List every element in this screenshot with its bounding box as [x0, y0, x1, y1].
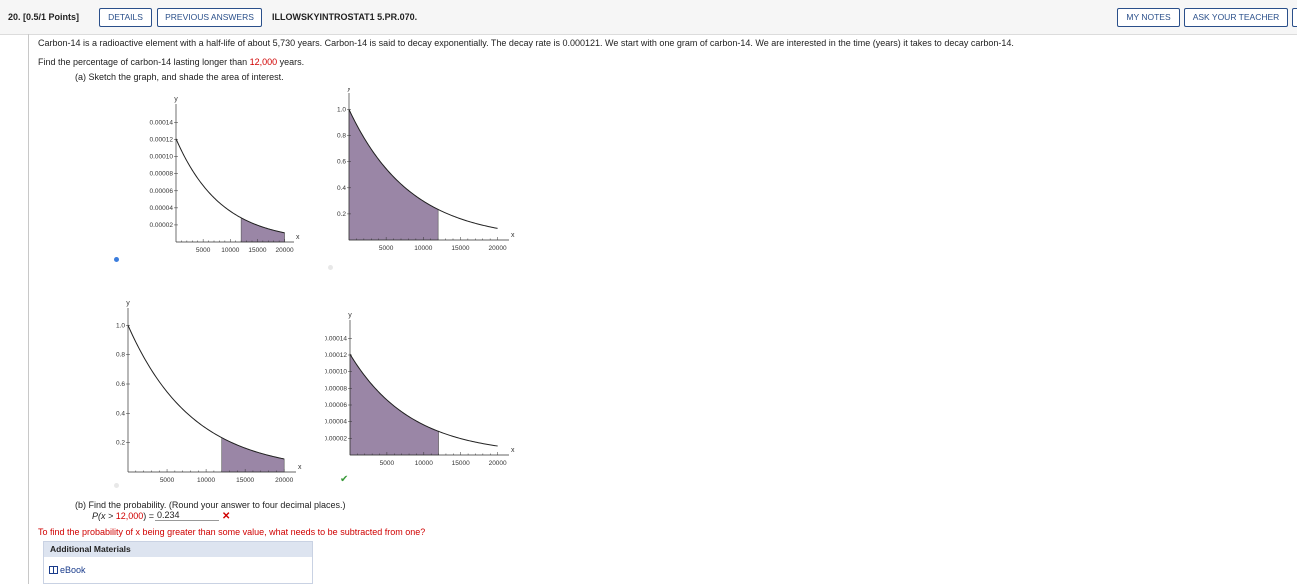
incorrect-x-icon: ✕	[222, 511, 231, 522]
problem-code: ILLOWSKYINTROSTAT1 5.PR.070.	[272, 12, 418, 22]
x-tick-label: 15000	[451, 245, 469, 252]
graph-option-1[interactable]: 5000 10000 15000 20000 x y 0.00014 0.00012 0.000…	[112, 90, 312, 275]
my-notes-button[interactable]: MY NOTES	[1117, 8, 1180, 27]
y-tick-label: 0.8	[116, 352, 125, 359]
y-tick-label: 0.00002	[325, 435, 347, 442]
x-tick-label: 5000	[380, 460, 395, 467]
radio-option-3[interactable]	[114, 483, 119, 488]
ebook-link[interactable]: eBook	[49, 565, 86, 575]
y-tick-label: 0.00012	[325, 352, 347, 359]
probability-expression: P(x > 12,000) =	[92, 511, 155, 521]
y-tick-label: 0.00002	[150, 222, 174, 229]
y-tick-label: 0.6	[337, 159, 346, 166]
feedback-hint: To find the probability of x being great…	[38, 527, 426, 537]
x-tick-label: 20000	[489, 245, 507, 252]
question-header: 20. [0.5/1 Points] DETAILS PREVIOUS ANSW…	[0, 0, 1297, 35]
x-tick-label: 5000	[196, 247, 211, 254]
part-b-prompt: (b) Find the probability. (Round your an…	[75, 500, 346, 510]
graph-option-2[interactable]: 5000 10000 15000 20000 x y 1.0 0.8 0.6 0.4 0.2	[325, 85, 525, 273]
y-tick-label: 0.00010	[325, 369, 347, 376]
x-tick-label: 20000	[489, 460, 507, 467]
overflow-button[interactable]	[1292, 8, 1297, 27]
y-tick-label: 0.00008	[325, 385, 347, 392]
correct-check-icon: ✔	[340, 474, 349, 485]
x-tick-label: 5000	[160, 477, 175, 484]
y-tick-label: 0.00006	[150, 188, 174, 195]
left-rule	[28, 34, 29, 584]
details-button[interactable]: DETAILS	[99, 8, 152, 27]
shaded-area	[349, 353, 439, 456]
y-tick-label: 0.6	[116, 381, 125, 388]
exponential-graph-svg: 5000 10000 15000 20000 x y 1.0 0.8 0.6 0.4 0.2	[337, 85, 515, 252]
exponential-graph-svg: 5000 10000 15000 20000 x y 1.0 0.8 0.6 0.4 0.2	[116, 300, 302, 484]
part-a-prompt: (a) Sketch the graph, and shade the area…	[75, 72, 284, 82]
y-tick-label: 1.0	[116, 322, 125, 329]
previous-answers-button[interactable]: PREVIOUS ANSWERS	[157, 8, 262, 27]
x-tick-label: 10000	[415, 460, 433, 467]
decay-curve	[175, 138, 285, 234]
x-tick-label: 10000	[221, 247, 239, 254]
y-tick-label: 0.2	[337, 211, 346, 218]
y-tick-label: 0.8	[337, 133, 346, 140]
x-tick-label: 15000	[236, 477, 254, 484]
y-tick-label: 0.00004	[325, 419, 347, 426]
radio-option-2[interactable]	[328, 265, 333, 270]
ask-your-teacher-button[interactable]: ASK YOUR TEACHER	[1184, 8, 1288, 27]
y-axis-label: y	[126, 300, 130, 307]
x-tick-label: 10000	[197, 477, 215, 484]
exponential-graph-svg: 5000 10000 15000 20000 x y 0.00014 0.00012 0.000…	[324, 312, 516, 467]
y-tick-label: 0.2	[116, 440, 125, 447]
decay-curve	[127, 325, 285, 460]
y-tick-label: 0.00004	[150, 205, 174, 212]
x-tick-label: 5000	[379, 245, 394, 252]
y-tick-label: 1.0	[337, 107, 346, 114]
decay-curve	[349, 353, 498, 447]
x-tick-label: 20000	[276, 247, 294, 254]
x-axis-label: x	[511, 447, 515, 454]
question-number: 20. [0.5/1 Points]	[8, 12, 80, 22]
x-tick-label: 15000	[452, 460, 470, 467]
y-tick-label: 0.00014	[325, 335, 347, 342]
graph-option-4[interactable]: 5000 10000 15000 20000 x y 0.00014 0.00012 0.000…	[324, 300, 525, 485]
additional-materials-title: Additional Materials	[44, 542, 312, 557]
additional-materials-panel: Additional Materials eBook	[43, 541, 313, 584]
book-icon	[49, 566, 58, 574]
probability-answer-input[interactable]: 0.234	[155, 510, 219, 521]
radio-option-1[interactable]	[114, 257, 119, 262]
y-axis-label: y	[174, 96, 178, 103]
y-tick-label: 0.00006	[325, 402, 347, 409]
x-tick-label: 15000	[248, 247, 266, 254]
y-tick-label: 0.4	[116, 410, 125, 417]
problem-question: Find the percentage of carbon-14 lasting…	[38, 57, 305, 67]
y-tick-label: 0.00014	[150, 120, 174, 127]
y-tick-label: 0.4	[337, 185, 346, 192]
y-axis-label: y	[347, 88, 351, 92]
y-tick-label: 0.00012	[150, 137, 174, 144]
y-axis-label: y	[348, 312, 352, 319]
y-tick-label: 0.00008	[150, 171, 174, 178]
decay-curve	[348, 109, 498, 229]
y-tick-label: 0.00010	[150, 154, 174, 161]
x-tick-label: 10000	[414, 245, 432, 252]
graph-option-3[interactable]: 5000 10000 15000 20000 x y 1.0 0.8 0.6 0.4 0.2	[112, 300, 312, 490]
x-axis-label: x	[296, 234, 300, 241]
shaded-area	[348, 109, 439, 241]
x-tick-label: 20000	[275, 477, 293, 484]
x-axis-label: x	[298, 464, 302, 471]
problem-intro: Carbon-14 is a radioactive element with …	[38, 38, 1014, 48]
x-axis-label: x	[511, 232, 515, 239]
